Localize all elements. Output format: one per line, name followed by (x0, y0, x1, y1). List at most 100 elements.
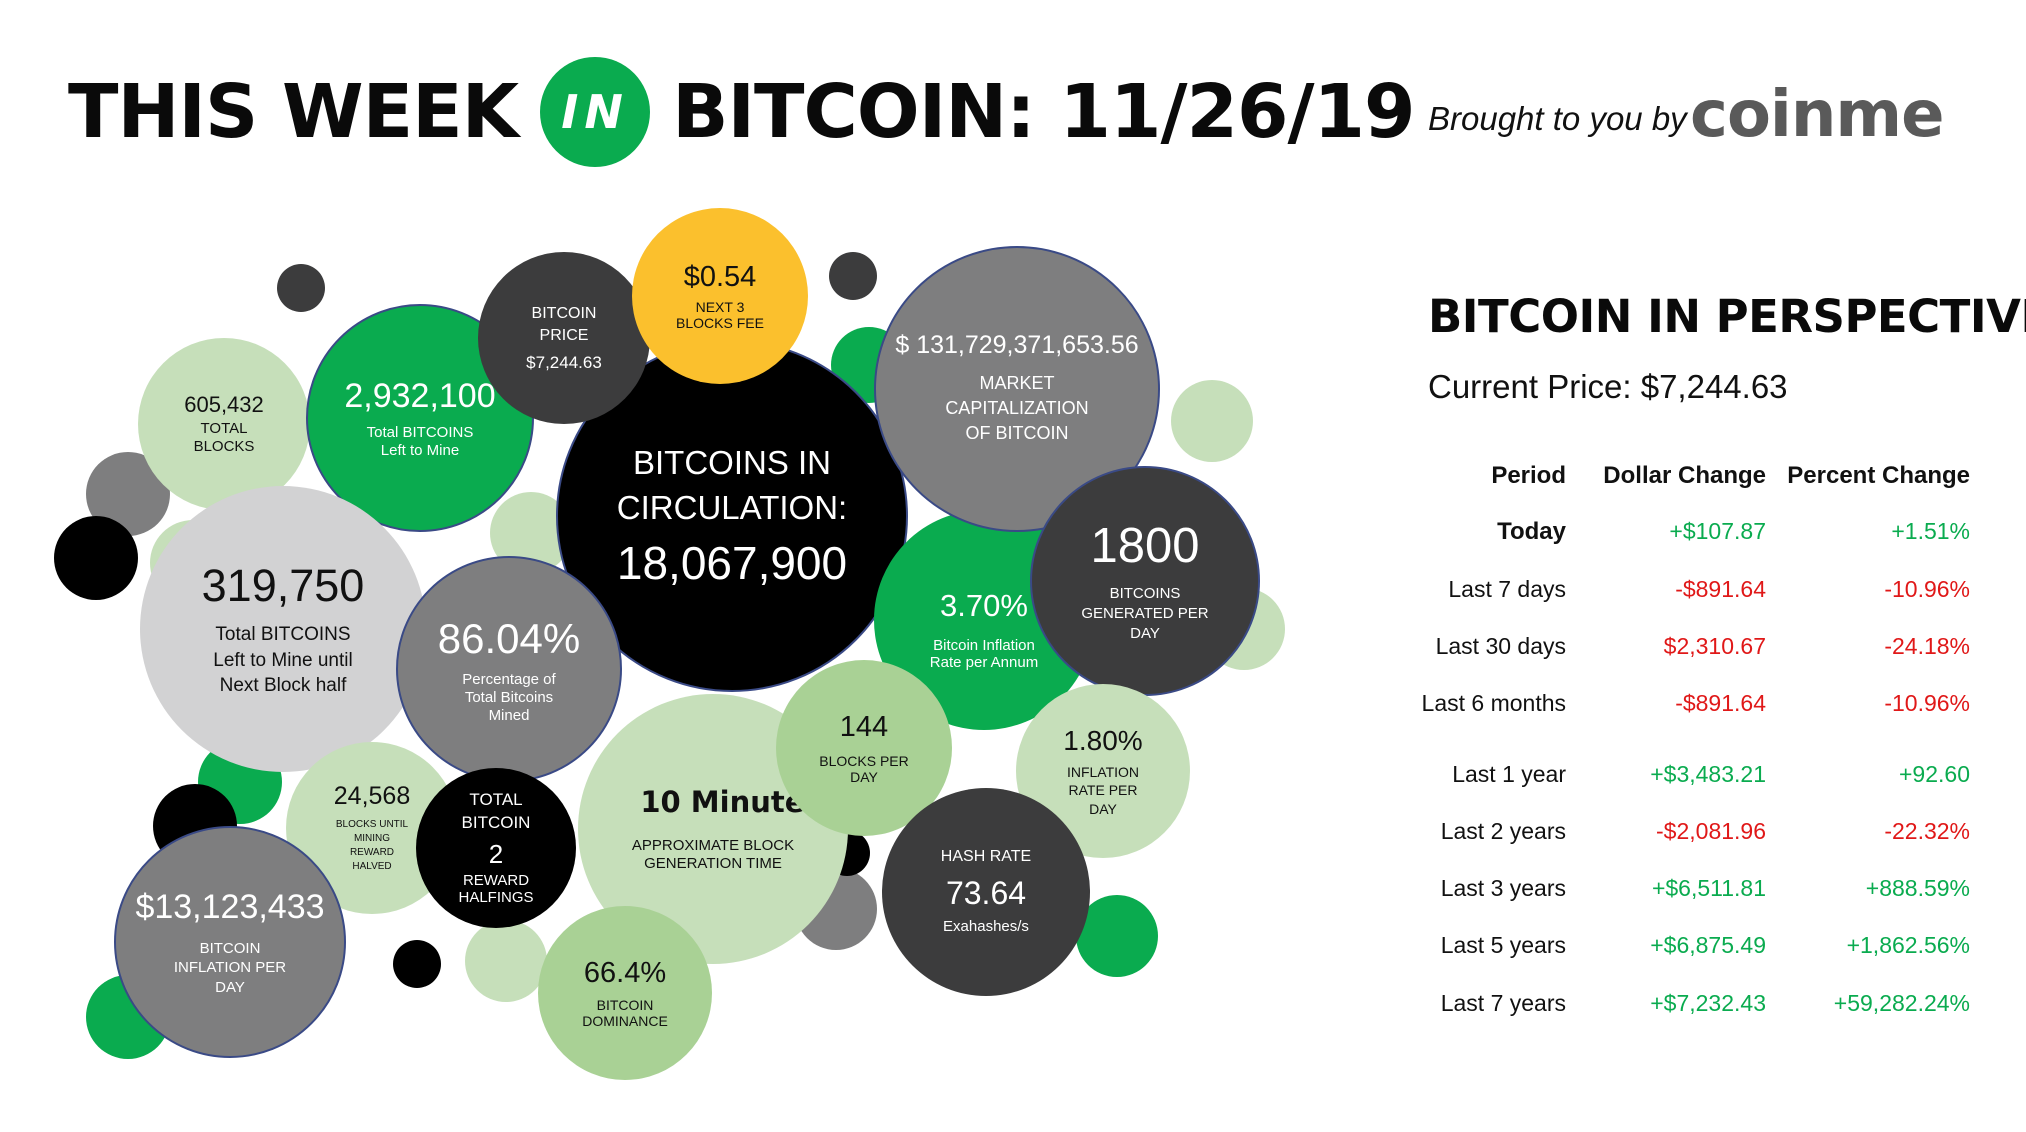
row-percent-change: +1.51% (1891, 518, 1970, 544)
table-row: Today +$107.87 +1.51% (0, 518, 2026, 558)
table-row: Last 2 years -$2,081.96 -22.32% (0, 818, 2026, 858)
halvings-label-top: TOTAL BITCOIN (461, 790, 531, 832)
hash-rate-bubble: HASH RATE 73.64 Exahashes/s (882, 788, 1090, 996)
inflation-per-day-rate-bubble: 1.80% INFLATION RATE PER DAY (1016, 684, 1190, 858)
row-period: Last 2 years (1440, 818, 1566, 844)
fee-label: NEXT 3 BLOCKS FEE (676, 298, 764, 332)
row-period: Last 6 months (1421, 690, 1566, 716)
left-to-mine-bubble: 2,932,100 Total BITCOINS Left to Mine (306, 304, 534, 532)
hash-rate-value: 73.64 (945, 874, 1027, 911)
inflation-rate-value: 3.70% (940, 588, 1028, 624)
hash-rate-unit: Exahashes/s (943, 918, 1029, 936)
table-row: Last 1 year +$3,483.21 +92.60 (0, 761, 2026, 801)
generated-per-day-bubble: 1800 BITCOINS GENERATED PER DAY (1030, 466, 1260, 696)
halving-left-label: Total BITCOINS Left to Mine until Next B… (213, 624, 353, 697)
table-row: Last 7 years +$7,232.43 +59,282.24% (0, 990, 2026, 1030)
blocks-until-halved-value: 24,568 (333, 782, 411, 811)
generated-per-day-value: 1800 (1090, 518, 1200, 573)
blocks-per-day-value: 144 (839, 711, 889, 744)
blocks-until-halved-label: BLOCKS UNTIL MINING REWARD HALVED (335, 818, 409, 872)
fee-bubble: $0.54 NEXT 3 BLOCKS FEE (632, 208, 808, 384)
row-period: Last 1 year (1452, 761, 1566, 787)
halvings-label-bottom: REWARD HALFINGS (458, 871, 534, 907)
row-period: Last 3 years (1440, 875, 1566, 901)
inflation-per-day-bubble: $13,123,433 BITCOIN INFLATION PER DAY (114, 826, 346, 1058)
dominance-label: BITCOIN DOMINANCE (582, 996, 668, 1030)
inflation-per-day-label: BITCOIN INFLATION PER DAY (173, 939, 287, 996)
halvings-bubble: TOTAL BITCOIN 2 REWARD HALFINGS (416, 768, 576, 928)
total-blocks-label: TOTAL BLOCKS (193, 420, 255, 455)
dominance-bubble: 66.4% BITCOIN DOMINANCE (538, 906, 712, 1080)
row-percent-change: +1,862.56% (1846, 932, 1970, 958)
perspective-title: BITCOIN IN PERSPECTIVE (1428, 290, 2026, 343)
halving-left-bubble: 319,750 Total BITCOINS Left to Mine unti… (140, 486, 426, 772)
row-period: Last 30 days (1435, 633, 1566, 659)
total-blocks-value: 605,432 (184, 392, 264, 418)
inflation-per-day-rate-label: INFLATION RATE PER DAY (1066, 764, 1140, 817)
brought-by-text: Brought to you by (1428, 100, 1687, 137)
dominance-value: 66.4% (583, 957, 667, 990)
row-period: Last 7 days (1448, 576, 1566, 602)
row-dollar-change: +$7,232.43 (1650, 990, 1766, 1016)
in-badge: IN (540, 57, 651, 167)
market-cap-bubble: $ 131,729,371,653.56 MARKET CAPITALIZATI… (874, 246, 1160, 532)
column-header-percent: Percent Change (1787, 462, 1970, 489)
pct-mined-bubble: 86.04% Percentage of Total Bitcoins Mine… (396, 556, 622, 782)
decor-bubble (393, 940, 441, 988)
price-bubble: BITCOIN PRICE $7,244.63 (478, 252, 650, 424)
hash-rate-label: HASH RATE (940, 847, 1032, 865)
table-row: Last 30 days $2,310.67 -24.18% (0, 633, 2026, 673)
row-dollar-change: -$2,081.96 (1656, 818, 1766, 844)
table-header: Period Dollar Change Percent Change (0, 462, 2026, 502)
market-cap-label: MARKET CAPITALIZATION OF BITCOIN (945, 372, 1089, 444)
row-percent-change: +888.59% (1865, 875, 1970, 901)
row-percent-change: +59,282.24% (1833, 990, 1970, 1016)
current-price: Current Price: $7,244.63 (1428, 368, 1788, 405)
row-dollar-change: -$891.64 (1675, 576, 1766, 602)
left-to-mine-value: 2,932,100 (344, 377, 496, 416)
inflation-per-day-value: $13,123,433 (135, 887, 325, 926)
halving-left-value: 319,750 (201, 559, 365, 611)
row-dollar-change: +$6,511.81 (1651, 875, 1766, 901)
row-dollar-change: +$107.87 (1669, 518, 1766, 544)
inflation-rate-label: Bitcoin Inflation Rate per Annum (929, 636, 1039, 672)
decor-bubble (1076, 895, 1158, 977)
blocks-per-day-label: BLOCKS PER DAY (819, 752, 909, 786)
page-title: THIS WEEK IN BITCOIN: 11/26/19 (68, 57, 1416, 167)
row-percent-change: -24.18% (1884, 633, 1970, 659)
row-dollar-change: +$3,483.21 (1650, 761, 1766, 787)
row-period: Last 5 years (1440, 932, 1566, 958)
decor-bubble (1171, 380, 1253, 462)
pct-mined-value: 86.04% (437, 614, 581, 662)
title-bitcoin-date: BITCOIN: 11/26/19 (672, 69, 1415, 155)
decor-bubble (54, 516, 138, 600)
title-this-week: THIS WEEK (68, 69, 519, 155)
row-dollar-change: $2,310.67 (1663, 633, 1766, 659)
block-time-label: APPROXIMATE BLOCK GENERATION TIME (631, 837, 795, 873)
row-dollar-change: +$6,875.49 (1650, 932, 1766, 958)
generated-per-day-label: BITCOINS GENERATED PER DAY (1081, 584, 1209, 643)
blocks-per-day-bubble: 144 BLOCKS PER DAY (776, 660, 952, 836)
column-header-period: Period (1491, 462, 1566, 489)
market-cap-value: $ 131,729,371,653.56 (895, 331, 1139, 360)
row-percent-change: -22.32% (1884, 818, 1970, 844)
total-blocks-bubble: 605,432 TOTAL BLOCKS (138, 338, 310, 510)
circulation-value: 18,067,900 (616, 537, 848, 590)
inflation-per-day-rate-value: 1.80% (1063, 725, 1143, 757)
table-row: Last 3 years +$6,511.81 +888.59% (0, 875, 2026, 915)
row-percent-change: -10.96% (1884, 690, 1970, 716)
row-dollar-change: -$891.64 (1675, 690, 1766, 716)
pct-mined-label: Percentage of Total Bitcoins Mined (462, 671, 556, 724)
price-label: BITCOIN PRICE (531, 305, 597, 344)
row-percent-change: +92.60 (1899, 761, 1970, 787)
circulation-label: BITCOINS IN CIRCULATION: (616, 444, 848, 526)
table-row: Last 6 months -$891.64 -10.96% (0, 690, 2026, 730)
table-row: Last 7 days -$891.64 -10.96% (0, 576, 2026, 616)
row-period: Last 7 years (1440, 990, 1566, 1016)
fee-value: $0.54 (683, 261, 757, 294)
decor-bubble (829, 252, 877, 300)
row-period: Today (1497, 518, 1566, 545)
row-percent-change: -10.96% (1884, 576, 1970, 602)
halvings-value: 2 (488, 838, 504, 869)
decor-bubble (465, 920, 547, 1002)
